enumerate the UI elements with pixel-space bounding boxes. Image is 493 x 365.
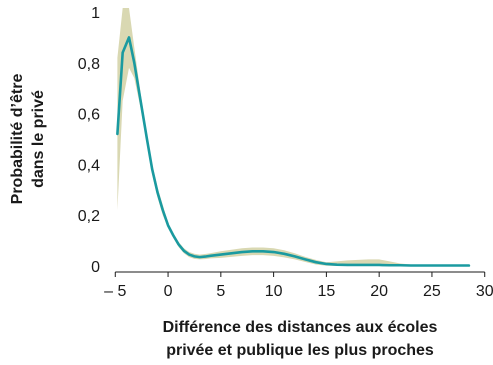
data-point bbox=[346, 264, 349, 266]
data-point bbox=[162, 209, 164, 211]
x-tick-label: 0 bbox=[164, 283, 173, 300]
data-point bbox=[167, 224, 169, 226]
y-tick-label: 0,2 bbox=[78, 208, 100, 225]
y-axis-title: Probabilité d’être dans le privé bbox=[9, 74, 47, 205]
data-point bbox=[146, 138, 148, 140]
y-axis-title-line: dans le privé bbox=[30, 90, 47, 188]
data-point bbox=[294, 255, 296, 257]
data-point bbox=[336, 264, 338, 266]
data-point bbox=[410, 264, 412, 267]
x-tick-label: 20 bbox=[370, 283, 388, 300]
y-tick-label: 0 bbox=[91, 259, 100, 276]
probability-line-0 bbox=[116, 36, 471, 267]
data-point bbox=[273, 251, 275, 253]
data-point bbox=[368, 264, 370, 266]
data-point bbox=[420, 264, 422, 267]
y-tick-label: 0,8 bbox=[78, 56, 100, 73]
data-point bbox=[204, 256, 206, 258]
x-tick-label: 15 bbox=[317, 283, 335, 300]
data-point bbox=[452, 264, 454, 267]
data-point bbox=[220, 253, 222, 256]
x-tick-label: 5 bbox=[216, 283, 225, 300]
data-point bbox=[128, 36, 130, 39]
x-tick-label: 10 bbox=[265, 283, 283, 300]
data-point bbox=[468, 264, 470, 267]
data-point bbox=[251, 250, 254, 252]
data-point bbox=[116, 133, 118, 135]
data-point bbox=[399, 264, 401, 266]
data-point bbox=[389, 264, 391, 266]
data-point bbox=[156, 191, 159, 193]
data-point bbox=[315, 261, 317, 263]
data-point bbox=[193, 255, 196, 257]
data-point bbox=[463, 264, 465, 267]
data-point bbox=[357, 264, 359, 266]
axis-labels-layer: Différence des distances aux écoles privé… bbox=[9, 74, 438, 359]
data-point bbox=[431, 264, 433, 267]
data-point bbox=[441, 264, 444, 267]
data-point bbox=[122, 52, 124, 54]
data-point bbox=[151, 168, 153, 171]
data-point bbox=[188, 253, 190, 256]
x-tick-label: 30 bbox=[476, 283, 493, 300]
probability-line-layer bbox=[116, 36, 471, 267]
x-axis-title-line: Différence des distances aux écoles bbox=[163, 319, 438, 336]
x-tick-label: – 5 bbox=[104, 283, 126, 300]
x-axis-title-line: privée et publique les plus proches bbox=[166, 342, 434, 359]
data-point bbox=[325, 263, 327, 265]
y-axis-title-line: Probabilité d’être bbox=[9, 74, 26, 205]
x-tick-label: 25 bbox=[423, 283, 441, 300]
data-point bbox=[241, 251, 243, 253]
y-tick-label: 0,4 bbox=[78, 157, 100, 174]
data-point bbox=[283, 253, 285, 255]
data-point bbox=[172, 234, 174, 237]
data-point bbox=[183, 250, 185, 252]
data-point bbox=[378, 264, 380, 266]
data-point bbox=[199, 256, 201, 258]
y-tick-label: 0,6 bbox=[78, 107, 100, 124]
x-axis-title: Différence des distances aux écoles privé… bbox=[163, 319, 438, 359]
data-point bbox=[140, 100, 142, 102]
data-point bbox=[262, 250, 264, 252]
y-tick-label: 1 bbox=[91, 5, 100, 22]
data-point bbox=[304, 258, 306, 260]
data-point bbox=[230, 252, 232, 254]
data-point bbox=[178, 243, 180, 246]
data-point bbox=[133, 62, 135, 64]
data-point bbox=[209, 255, 211, 257]
